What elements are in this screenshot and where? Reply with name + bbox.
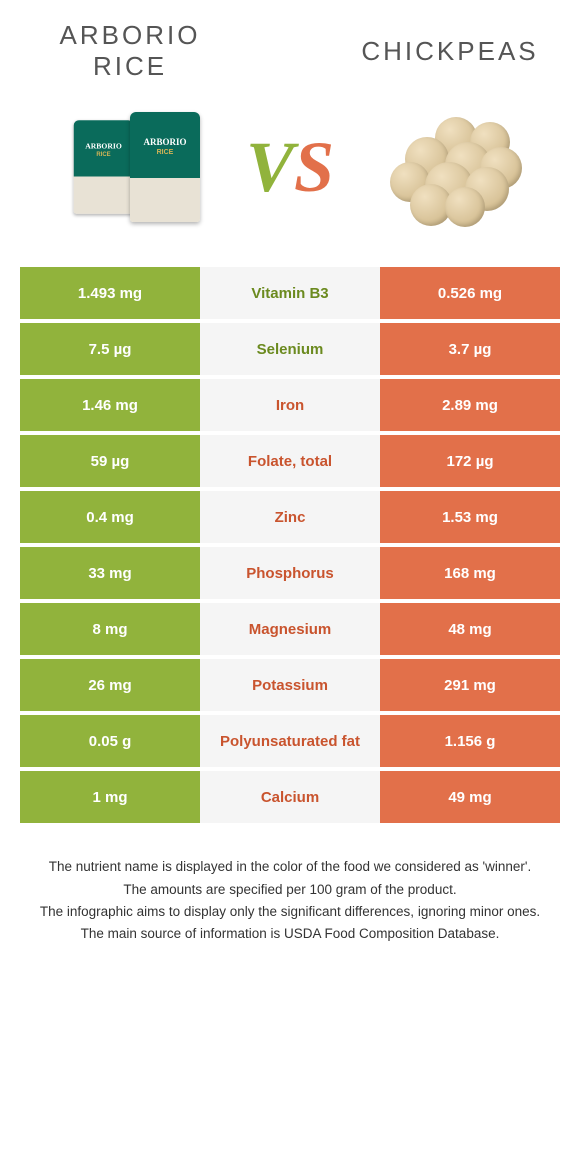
table-row: 26 mgPotassium291 mg — [20, 659, 560, 715]
right-value: 49 mg — [380, 771, 560, 827]
comparison-table: 1.493 mgVitamin B30.526 mg7.5 µgSelenium… — [20, 267, 560, 827]
right-value: 172 µg — [380, 435, 560, 491]
table-row: 7.5 µgSelenium3.7 µg — [20, 323, 560, 379]
nutrient-name: Vitamin B3 — [200, 267, 380, 323]
table-row: 33 mgPhosphorus168 mg — [20, 547, 560, 603]
left-value: 1.46 mg — [20, 379, 200, 435]
vs-v: V — [246, 127, 294, 207]
right-value: 48 mg — [380, 603, 560, 659]
left-value: 33 mg — [20, 547, 200, 603]
nutrient-name: Magnesium — [200, 603, 380, 659]
chickpea-icon — [445, 187, 485, 227]
right-value: 291 mg — [380, 659, 560, 715]
left-food-image — [40, 97, 220, 237]
footer-line-4: The main source of information is USDA F… — [30, 924, 550, 944]
right-value: 168 mg — [380, 547, 560, 603]
nutrient-name: Folate, total — [200, 435, 380, 491]
right-food-image — [360, 97, 540, 237]
right-value: 3.7 µg — [380, 323, 560, 379]
header: ARBORIO RICE CHICKPEAS — [0, 0, 580, 92]
right-food-title: CHICKPEAS — [360, 36, 540, 67]
left-value: 0.4 mg — [20, 491, 200, 547]
left-value: 1.493 mg — [20, 267, 200, 323]
left-title-line1: ARBORIO — [60, 20, 201, 50]
footer-line-3: The infographic aims to display only the… — [30, 902, 550, 922]
table-row: 59 µgFolate, total172 µg — [20, 435, 560, 491]
left-title-line2: RICE — [93, 51, 167, 81]
nutrient-name: Phosphorus — [200, 547, 380, 603]
left-value: 59 µg — [20, 435, 200, 491]
nutrient-name: Polyunsaturated fat — [200, 715, 380, 771]
left-value: 8 mg — [20, 603, 200, 659]
table-row: 1.46 mgIron2.89 mg — [20, 379, 560, 435]
right-value: 0.526 mg — [380, 267, 560, 323]
left-value: 0.05 g — [20, 715, 200, 771]
footer-line-2: The amounts are specified per 100 gram o… — [30, 880, 550, 900]
table-row: 0.4 mgZinc1.53 mg — [20, 491, 560, 547]
right-value: 1.53 mg — [380, 491, 560, 547]
left-value: 1 mg — [20, 771, 200, 827]
left-value: 7.5 µg — [20, 323, 200, 379]
chickpea-pile-icon — [375, 112, 525, 222]
table-row: 1 mgCalcium49 mg — [20, 771, 560, 827]
nutrient-name: Selenium — [200, 323, 380, 379]
left-value: 26 mg — [20, 659, 200, 715]
images-row: VS — [0, 92, 580, 267]
rice-pack-icon — [60, 112, 200, 222]
left-food-title: ARBORIO RICE — [40, 20, 220, 82]
vs-label: VS — [246, 126, 334, 209]
footer-notes: The nutrient name is displayed in the co… — [0, 827, 580, 966]
vs-s: S — [294, 127, 334, 207]
table-row: 1.493 mgVitamin B30.526 mg — [20, 267, 560, 323]
footer-line-1: The nutrient name is displayed in the co… — [30, 857, 550, 877]
nutrient-name: Potassium — [200, 659, 380, 715]
table-row: 0.05 gPolyunsaturated fat1.156 g — [20, 715, 560, 771]
table-row: 8 mgMagnesium48 mg — [20, 603, 560, 659]
right-value: 2.89 mg — [380, 379, 560, 435]
nutrient-name: Iron — [200, 379, 380, 435]
nutrient-name: Zinc — [200, 491, 380, 547]
right-value: 1.156 g — [380, 715, 560, 771]
nutrient-name: Calcium — [200, 771, 380, 827]
